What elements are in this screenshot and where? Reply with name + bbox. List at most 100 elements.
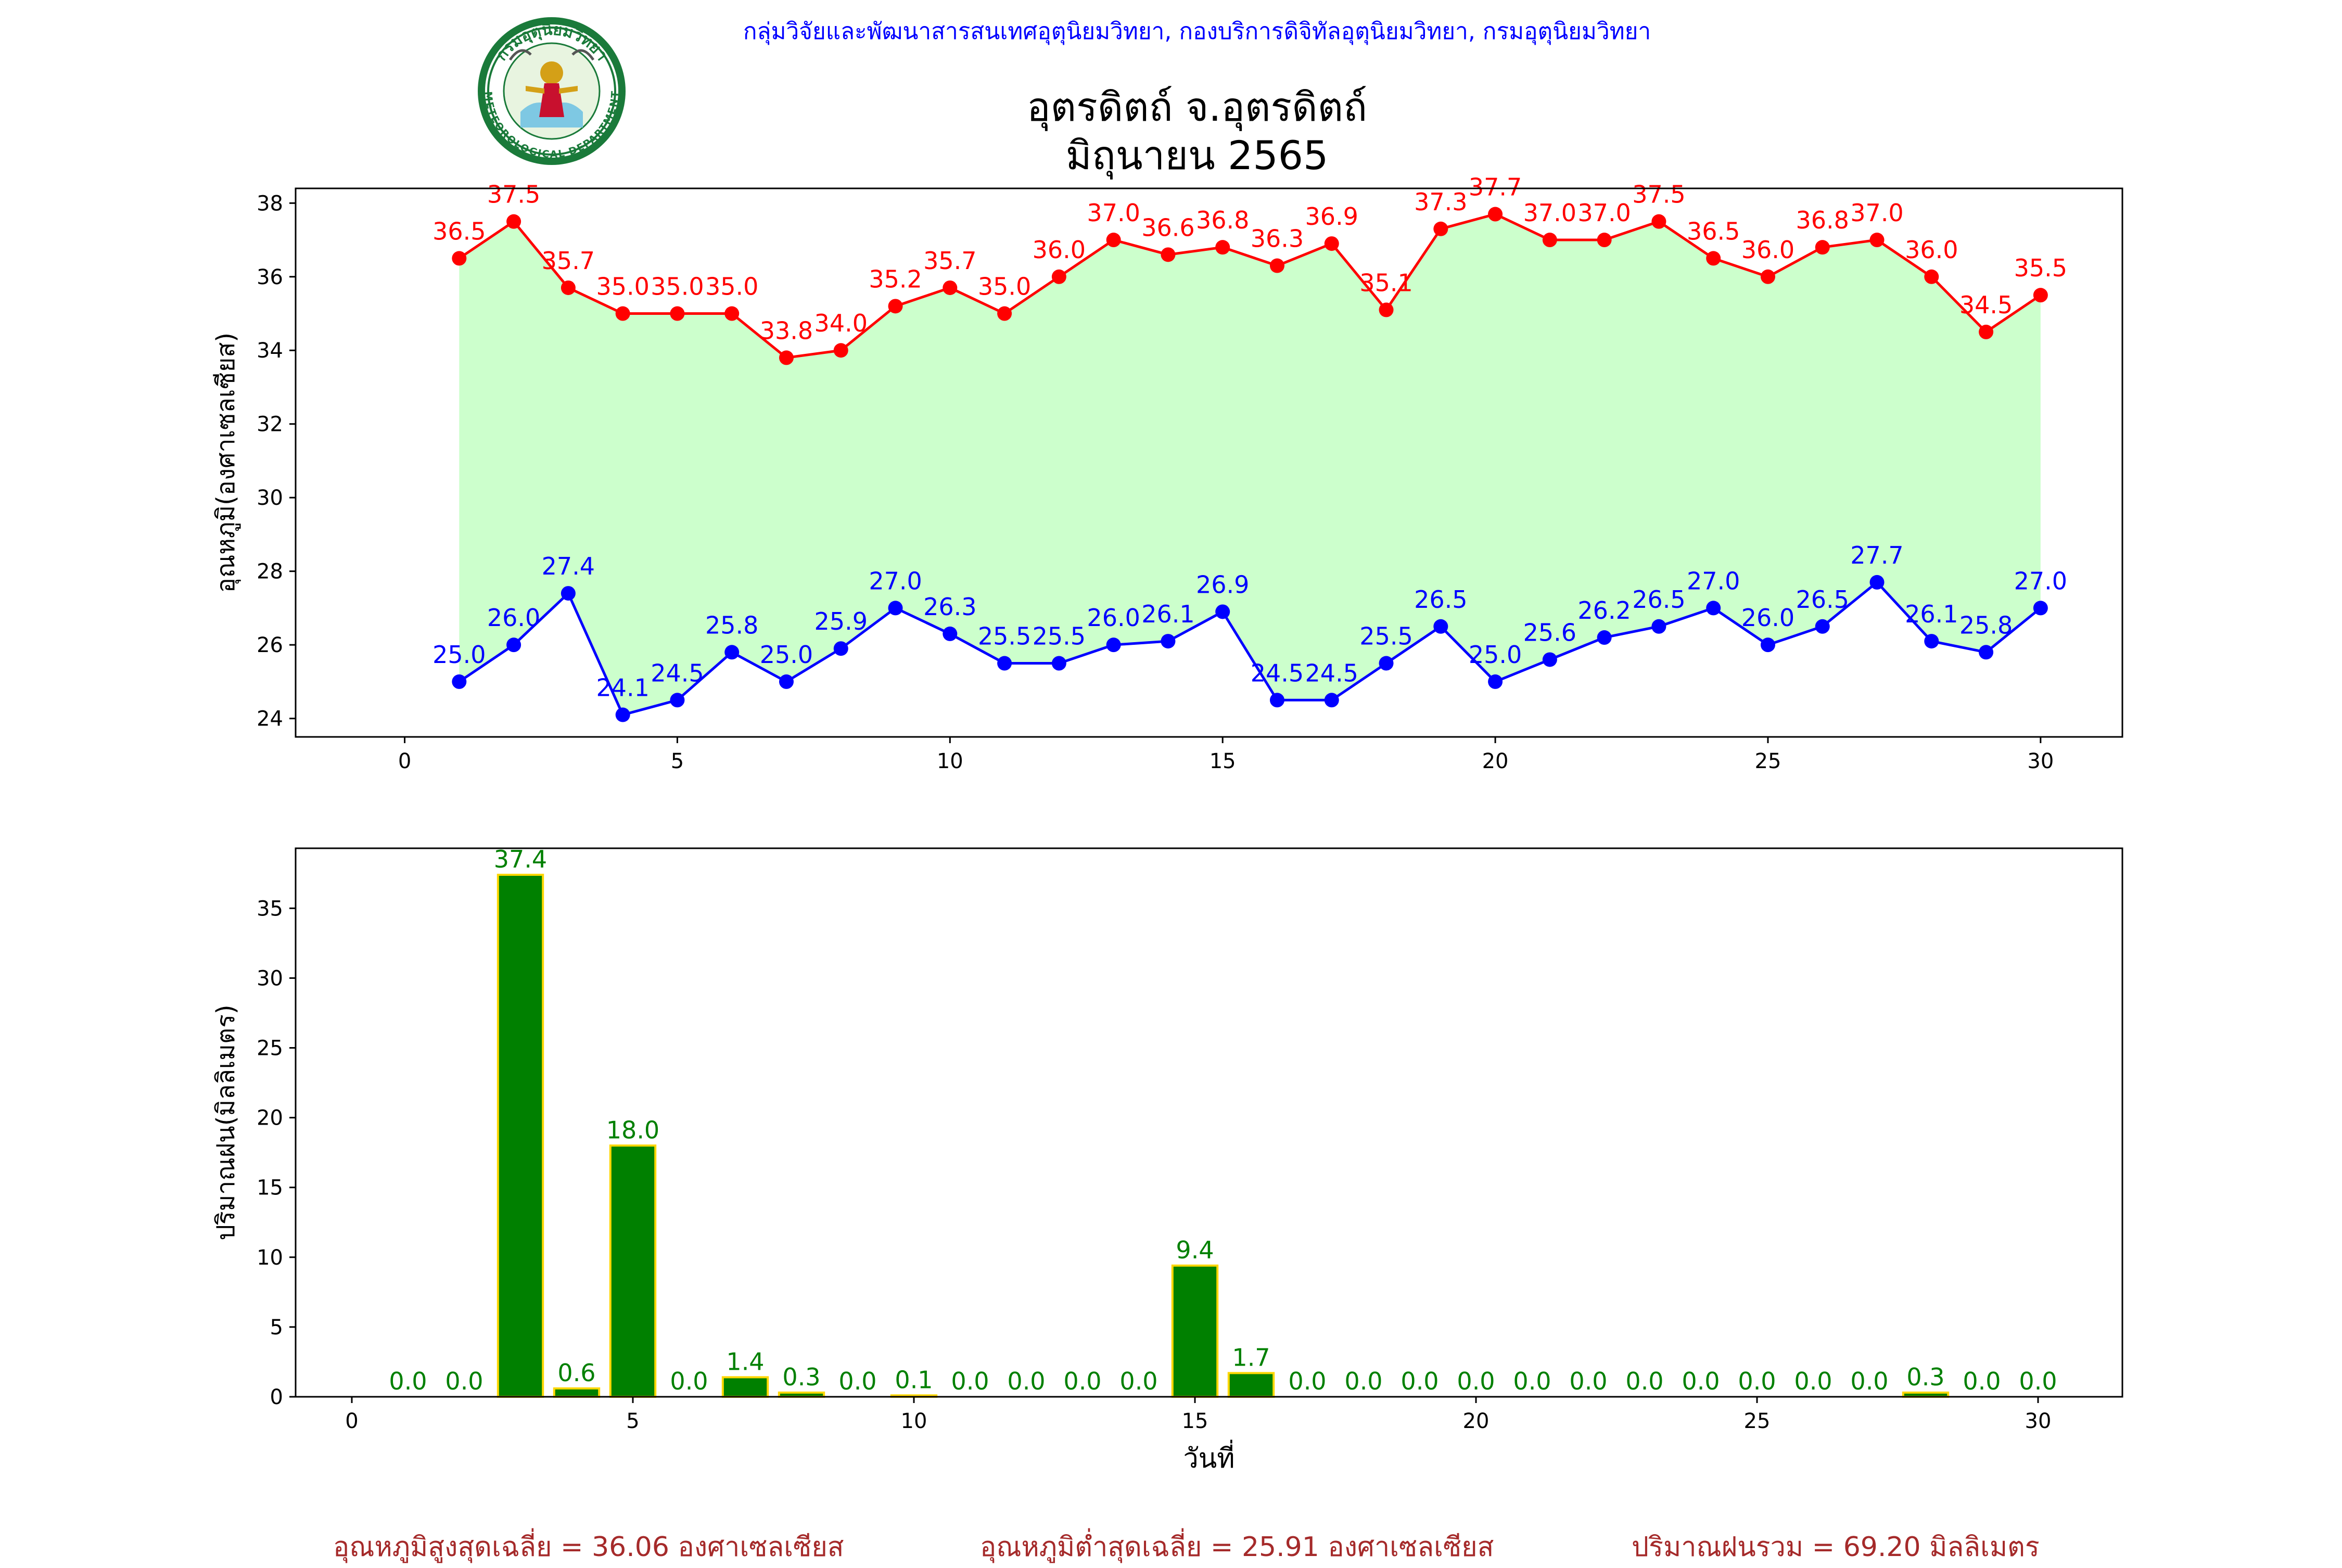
temperature-y-tick-label: 28	[257, 560, 283, 584]
max-temperature-point	[1215, 240, 1230, 255]
max-temperature-label: 35.2	[869, 265, 922, 293]
rainfall-bar-label: 0.0	[1063, 1367, 1101, 1395]
max-temperature-label: 34.0	[814, 309, 868, 337]
max-temperature-label: 36.3	[1251, 225, 1304, 253]
max-temperature-point	[1051, 269, 1066, 284]
min-temperature-label: 26.3	[923, 593, 976, 621]
rainfall-bar	[721, 1376, 769, 1398]
rainfall-frame	[295, 847, 2123, 1398]
rainfall-bar-label: 0.0	[1794, 1367, 1832, 1395]
min-temperature-label: 27.0	[2014, 567, 2067, 595]
max-temperature-point	[1269, 258, 1284, 273]
max-temperature-point	[2033, 288, 2048, 303]
rainfall-bar-label: 0.0	[1007, 1367, 1045, 1395]
min-temperature-label: 27.4	[542, 552, 595, 580]
rainfall-bar-label: 0.3	[782, 1363, 820, 1391]
rainfall-x-tick-label: 5	[626, 1409, 639, 1433]
max-temperature-point	[506, 214, 521, 229]
max-temperature-label: 37.7	[1469, 173, 1522, 201]
rainfall-bar-label: 0.0	[389, 1367, 427, 1395]
min-temperature-label: 24.5	[1251, 659, 1304, 687]
rainfall-y-tick-label: 10	[257, 1246, 283, 1270]
max-temperature-label: 35.7	[542, 247, 595, 275]
footer-average-max-temperature: อุณหภูมิสูงสุดเฉลี่ย = 36.06 องศาเซลเซีย…	[333, 1532, 844, 1563]
max-temperature-label: 37.5	[1632, 181, 1685, 209]
temperature-x-tick-label: 25	[1755, 749, 1781, 773]
temperature-x-tick-label: 30	[2027, 749, 2054, 773]
min-temperature-label: 25.5	[978, 622, 1031, 651]
rainfall-bar-label: 0.0	[1457, 1367, 1495, 1395]
temperature-y-tick-label: 36	[257, 265, 283, 289]
rainfall-x-tick-label: 10	[901, 1409, 927, 1433]
rainfall-bar-label: 0.0	[1513, 1367, 1551, 1395]
min-temperature-point	[1488, 674, 1503, 689]
temperature-x-tick-label: 15	[1210, 749, 1236, 773]
max-temperature-point	[1706, 251, 1721, 266]
rainfall-bar-label: 0.0	[1119, 1367, 1157, 1395]
max-temperature-label: 36.0	[1033, 236, 1086, 264]
organization-line: กลุ่มวิจัยและพัฒนาสารสนเทศอุตุนิยมวิทยา,…	[743, 18, 1651, 45]
max-temperature-point	[1324, 236, 1339, 251]
min-temperature-point	[1161, 634, 1176, 649]
rainfall-bar-label: 0.1	[895, 1366, 933, 1394]
max-temperature-point	[1979, 324, 1994, 339]
temperature-y-tick-label: 24	[257, 707, 283, 731]
temperature-y-tick-label: 38	[257, 192, 283, 215]
temperature-frame	[295, 187, 2123, 738]
rainfall-y-tick-label: 5	[270, 1316, 283, 1340]
max-temperature-label: 36.5	[1687, 217, 1740, 245]
min-temperature-label: 27.0	[869, 567, 922, 595]
min-temperature-label: 25.0	[760, 641, 813, 669]
max-temperature-label: 35.1	[1359, 269, 1412, 297]
min-temperature-label: 26.0	[1741, 604, 1794, 632]
rainfall-bar-label: 0.0	[1963, 1367, 2001, 1395]
max-temperature-label: 36.6	[1141, 213, 1194, 241]
min-temperature-point	[888, 601, 903, 616]
min-temperature-point	[1706, 601, 1721, 616]
min-temperature-label: 26.1	[1905, 600, 1958, 628]
rainfall-x-tick-label: 20	[1463, 1409, 1490, 1433]
min-temperature-point	[724, 645, 740, 660]
temperature-y-tick-label: 34	[257, 339, 283, 363]
max-temperature-label: 37.5	[487, 181, 540, 209]
period-title: มิถุนายน 2565	[1066, 132, 1329, 180]
max-temperature-point	[452, 251, 467, 266]
temperature-chart: 36.537.535.735.0 35.0 35.033.8 34.035.235.7…	[211, 173, 2123, 773]
rainfall-bar-label: 0.0	[1569, 1367, 1607, 1395]
min-temperature-label: 25.9	[814, 607, 868, 635]
rainfall-bar	[609, 1144, 657, 1398]
min-temperature-point	[561, 586, 576, 601]
max-temperature-point	[1815, 240, 1830, 255]
min-temperature-label: 25.0	[1469, 641, 1522, 669]
min-temperature-label: 26.5	[1796, 585, 1849, 614]
rainfall-bar-label: 0.0	[1850, 1367, 1888, 1395]
max-temperature-label: 35.5	[2014, 254, 2067, 282]
min-temperature-point	[1106, 638, 1121, 653]
rainfall-x-tick-label: 30	[2025, 1409, 2052, 1433]
max-temperature-label: 35.0	[978, 273, 1031, 301]
rainfall-y-tick-label: 30	[257, 966, 283, 990]
max-temperature-label: 36.8	[1796, 206, 1849, 234]
meteorological-department-logo: กรมอุตุนิยมวิทยา METEOROLOGICAL DEPARTME…	[478, 17, 626, 165]
min-temperature-point	[506, 638, 521, 653]
rainfall-x-axis-label: วันที่	[1183, 1439, 1234, 1474]
min-temperature-label: 27.0	[1687, 567, 1740, 595]
max-temperature-point	[1379, 302, 1394, 317]
rainfall-bar-label: 0.3	[1906, 1363, 1944, 1391]
rainfall-bar	[553, 1387, 601, 1398]
max-temperature-point	[1597, 233, 1612, 248]
min-temperature-point	[452, 674, 467, 689]
min-temperature-point	[833, 641, 848, 656]
min-temperature-point	[1324, 693, 1339, 708]
min-temperature-point	[1597, 630, 1612, 645]
rainfall-bar-label: 1.7	[1232, 1343, 1270, 1371]
max-temperature-point	[1161, 247, 1176, 262]
max-temperature-point	[779, 350, 794, 365]
min-temperature-label: 26.9	[1196, 570, 1249, 598]
min-temperature-point	[2033, 601, 2048, 616]
max-temperature-point	[670, 306, 685, 321]
max-temperature-label: 36.0	[1905, 236, 1958, 264]
min-temperature-label: 25.6	[1523, 618, 1576, 646]
max-temperature-label: 35.0	[705, 273, 758, 301]
footer-average-min-temperature: อุณหภูมิต่ำสุดเฉลี่ย = 25.91 องศาเซลเซีย…	[980, 1532, 1494, 1563]
